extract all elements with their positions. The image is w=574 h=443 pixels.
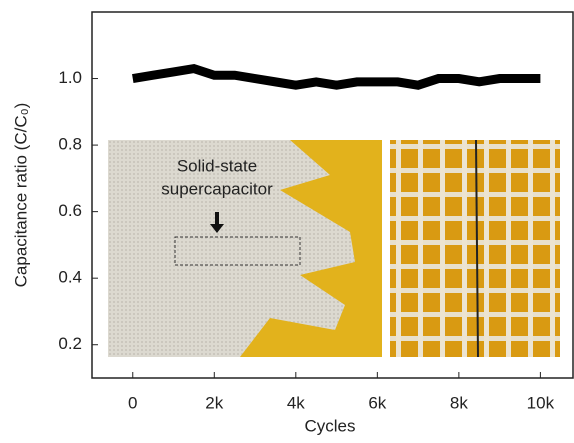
y-tick-label: 0.6: [58, 201, 82, 220]
y-tick-label: 0.2: [58, 334, 82, 353]
y-axis-label: Capacitance ratio (C/C₀): [11, 103, 30, 288]
inset-photos: [108, 140, 560, 357]
x-axis-label: Cycles: [304, 416, 355, 435]
y-tick-label: 1.0: [58, 68, 82, 87]
photo-mesh: [390, 140, 560, 357]
chart: Solid-state supercapacitor Cycles Capaci…: [0, 0, 574, 438]
y-tick-label: 0.4: [58, 268, 82, 287]
annotation: supercapacitor: [161, 179, 273, 198]
x-tick-label: 0: [128, 393, 137, 412]
y-tick-label: 0.8: [58, 135, 82, 154]
data-line: [133, 69, 541, 86]
x-tick-label: 8k: [450, 393, 468, 412]
x-tick-label: 10k: [527, 393, 555, 412]
x-tick-label: 4k: [287, 393, 305, 412]
x-tick-label: 6k: [368, 393, 386, 412]
x-tick-label: 2k: [205, 393, 223, 412]
annotation: Solid-state: [177, 156, 257, 175]
